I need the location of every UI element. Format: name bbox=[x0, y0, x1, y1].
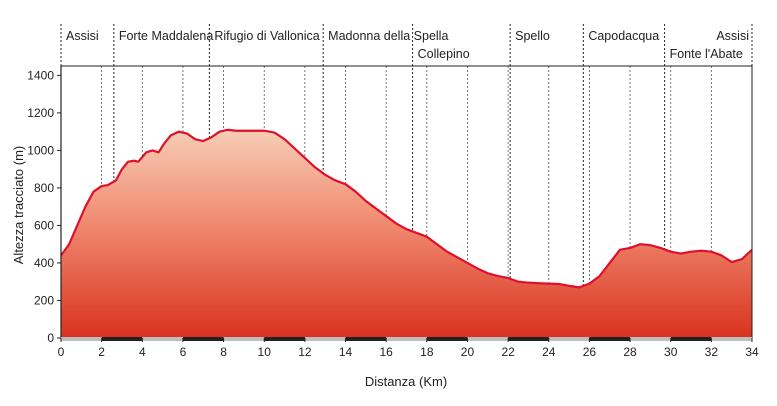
y-tick-label: 1000 bbox=[27, 143, 54, 157]
x-tick-label: 4 bbox=[139, 345, 146, 359]
x-tick-label: 6 bbox=[180, 345, 187, 359]
x-scale-segment bbox=[345, 337, 387, 341]
x-tick-label: 12 bbox=[298, 345, 312, 359]
x-axis-baseline bbox=[61, 337, 752, 341]
y-tick-label: 0 bbox=[47, 331, 54, 345]
x-tick-label: 28 bbox=[623, 345, 637, 359]
x-tick-label: 22 bbox=[501, 345, 515, 359]
y-axis-title: Altezza tracciato (m) bbox=[11, 146, 26, 264]
elevation-line bbox=[60, 128, 753, 289]
axes: 0 2 4 6 8 10 12 14 16 18 20 22 24 26 28 30 32 34020040060… bbox=[27, 65, 759, 359]
y-tick-label: 800 bbox=[34, 181, 54, 195]
y-tick-label: 400 bbox=[34, 256, 54, 270]
elevation-area bbox=[60, 128, 753, 338]
x-scale-segment bbox=[426, 337, 468, 341]
place-label: Rifugio di Vallonica bbox=[214, 29, 319, 43]
y-tick-label: 200 bbox=[34, 293, 54, 307]
x-scale-segment bbox=[264, 337, 305, 341]
x-tick-label: 0 bbox=[58, 345, 65, 359]
x-tick-label: 24 bbox=[542, 345, 556, 359]
x-tick-label: 26 bbox=[583, 345, 597, 359]
place-label: Spello bbox=[515, 29, 550, 43]
place-labels: Assisi Forte Maddalena Rifugio di Vallonic… bbox=[66, 29, 749, 61]
place-label: Capodacqua bbox=[588, 29, 659, 43]
x-tick-label: 10 bbox=[258, 345, 272, 359]
x-tick-label: 14 bbox=[339, 345, 353, 359]
elevation-fill bbox=[61, 129, 752, 338]
x-tick-label: 16 bbox=[379, 345, 393, 359]
place-label: Assisi bbox=[716, 29, 749, 43]
place-label: Fonte l'Abate bbox=[670, 47, 743, 61]
place-label: Forte Maddalena bbox=[119, 29, 214, 43]
place-label: Assisi bbox=[66, 29, 99, 43]
x-scale-segment bbox=[589, 337, 631, 341]
x-tick-label: 18 bbox=[420, 345, 434, 359]
x-tick-label: 32 bbox=[705, 345, 719, 359]
y-tick-label: 1400 bbox=[27, 68, 54, 82]
x-scale-segment bbox=[101, 337, 143, 341]
y-tick-label: 1200 bbox=[27, 106, 54, 120]
x-tick-label: 2 bbox=[98, 345, 105, 359]
x-scale-segment bbox=[670, 337, 712, 341]
x-tick-label: 30 bbox=[664, 345, 678, 359]
place-label: Collepino bbox=[418, 47, 470, 61]
y-tick-label: 600 bbox=[34, 218, 54, 232]
x-tick-label: 34 bbox=[745, 345, 759, 359]
x-tick-label: 8 bbox=[220, 345, 227, 359]
x-scale-segment bbox=[182, 337, 224, 341]
x-scale-segment bbox=[508, 337, 549, 341]
place-label: Madonna della Spella bbox=[328, 29, 448, 43]
x-axis-title: Distanza (Km) bbox=[365, 374, 447, 389]
x-tick-label: 20 bbox=[461, 345, 475, 359]
